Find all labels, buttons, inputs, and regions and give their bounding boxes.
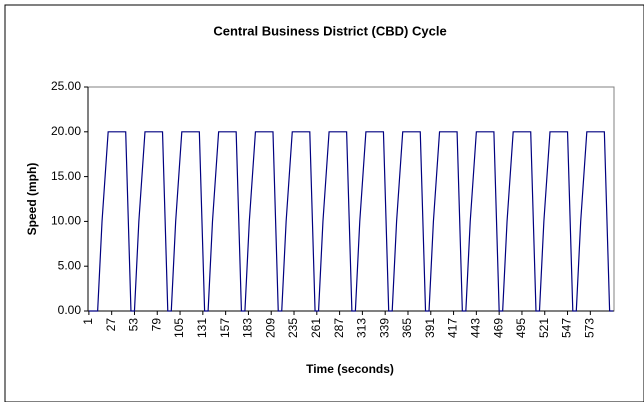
x-tick-label: 53 [127, 318, 141, 332]
y-tick-label: 10.00 [51, 214, 81, 228]
x-tick-label: 1 [81, 318, 95, 325]
x-axis-label: Time (seconds) [306, 362, 394, 376]
x-tick-label: 521 [537, 318, 551, 338]
x-tick-label: 27 [104, 318, 118, 332]
y-axis-label: Speed (mph) [25, 163, 39, 236]
x-tick-label: 261 [309, 318, 323, 338]
x-tick-label: 339 [377, 318, 391, 338]
x-tick-label: 287 [332, 318, 346, 338]
y-tick-label: 0.00 [58, 303, 82, 317]
chart-title: Central Business District (CBD) Cycle [213, 23, 446, 38]
y-tick-label: 20.00 [51, 124, 81, 138]
x-tick-label: 417 [446, 318, 460, 338]
x-tick-label: 209 [263, 318, 277, 338]
x-tick-label: 183 [241, 318, 255, 338]
x-tick-label: 157 [218, 318, 232, 338]
x-tick-label: 573 [583, 318, 597, 338]
x-tick-label: 547 [560, 318, 574, 338]
x-tick-label: 79 [149, 318, 163, 332]
x-tick-label: 131 [195, 318, 209, 338]
x-tick-label: 235 [286, 318, 300, 338]
y-tick-label: 5.00 [58, 258, 82, 272]
y-tick-label: 15.00 [51, 169, 81, 183]
x-tick-label: 365 [400, 318, 414, 338]
data-line [88, 131, 614, 312]
x-tick-label: 105 [172, 318, 186, 338]
x-tick-label: 469 [491, 318, 505, 338]
x-tick-label: 495 [514, 318, 528, 338]
x-tick-label: 313 [355, 318, 369, 338]
y-tick-label: 25.00 [51, 79, 81, 93]
x-tick-label: 443 [469, 318, 483, 338]
x-tick-label: 391 [423, 318, 437, 338]
